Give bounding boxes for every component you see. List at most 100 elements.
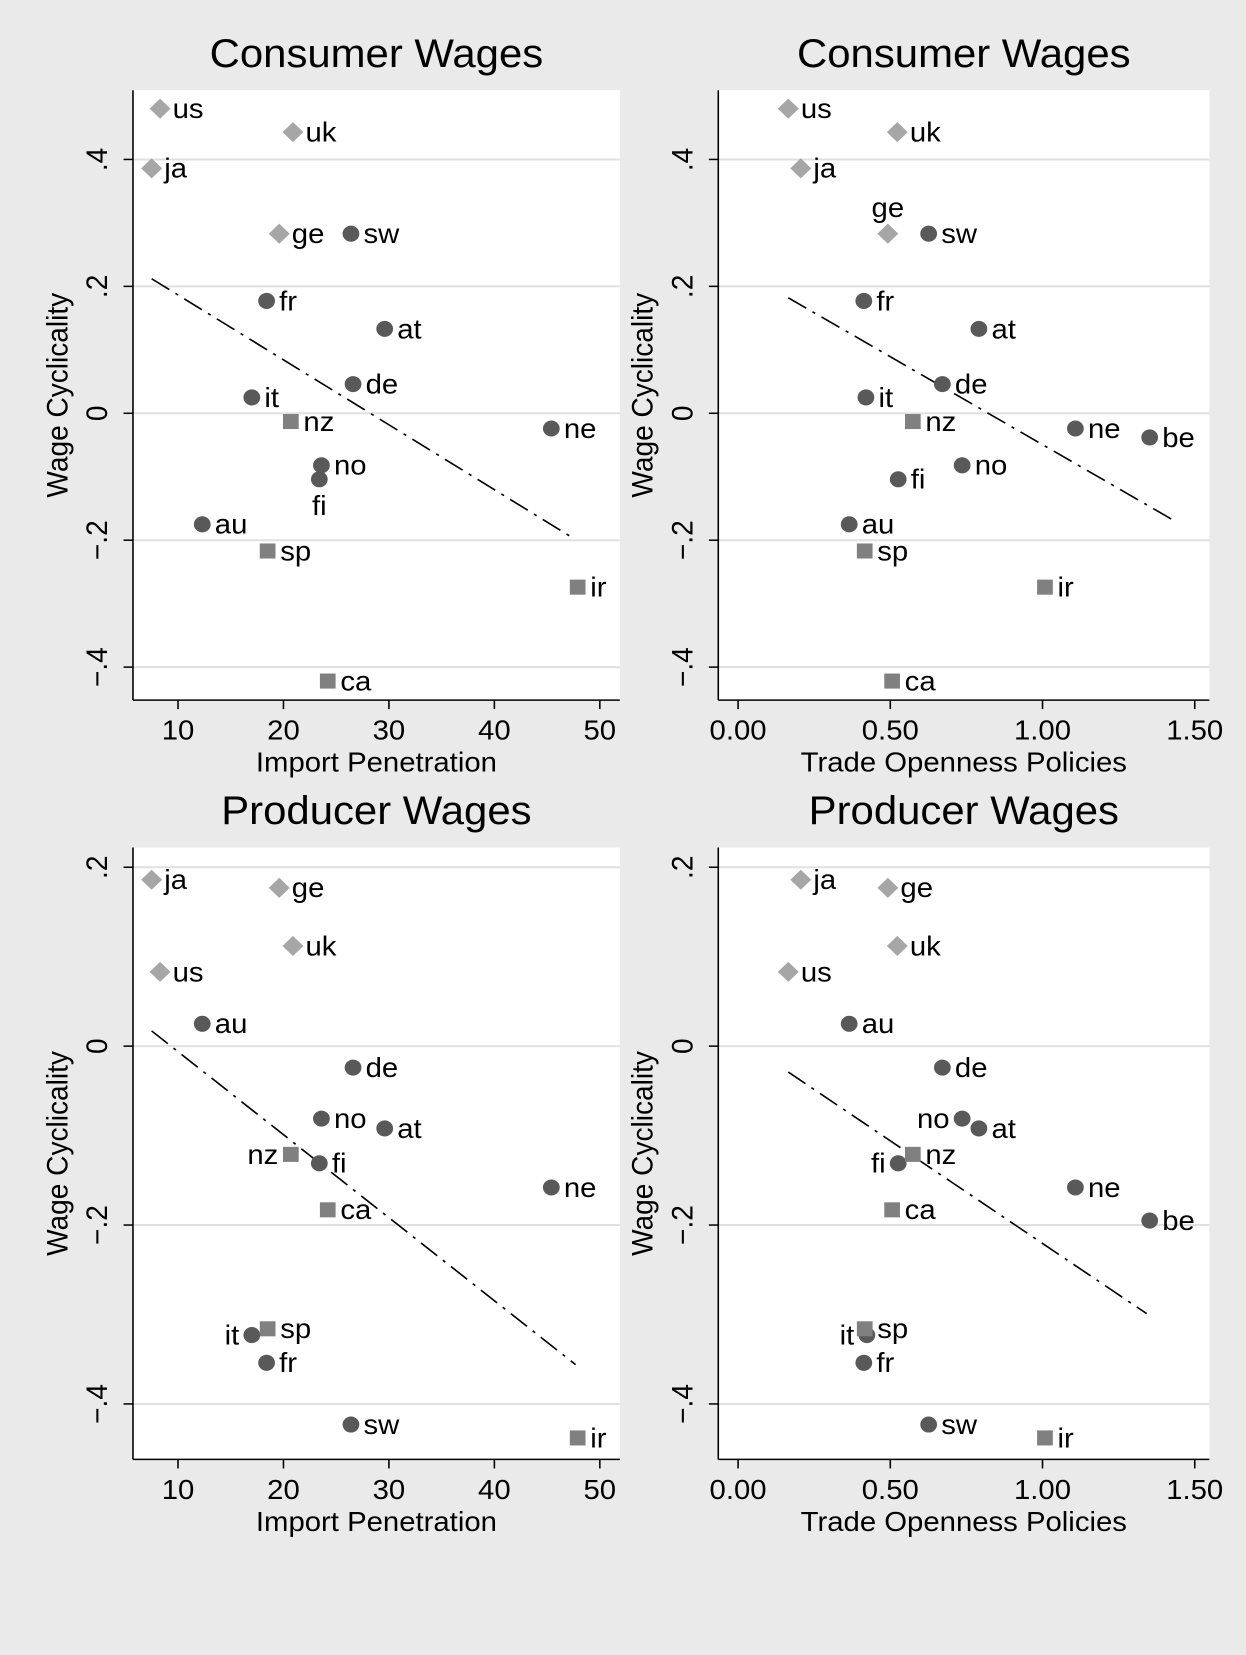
- point: [342, 225, 360, 242]
- x-tick-label: 50: [584, 715, 617, 746]
- point-label: it: [225, 1320, 240, 1351]
- point-label: it: [840, 1320, 855, 1351]
- point-label: it: [264, 382, 279, 413]
- plot-area: [132, 90, 620, 701]
- point-label: us: [801, 94, 832, 125]
- plot-area: [718, 90, 1210, 701]
- y-tick-label: −.2: [667, 1205, 700, 1245]
- y-axis-label: Wage Cyclicality: [42, 1050, 75, 1255]
- point-label: sp: [280, 1314, 311, 1345]
- point-label: sw: [941, 1409, 977, 1440]
- point: [310, 1155, 328, 1172]
- x-tick-label: 20: [267, 1474, 300, 1505]
- x-tick-label: 20: [267, 715, 300, 746]
- point-label: fr: [876, 286, 894, 317]
- point: [259, 1321, 276, 1337]
- y-tick-label: 0: [82, 1038, 115, 1054]
- y-tick-label: .4: [667, 148, 700, 171]
- point: [542, 1179, 560, 1196]
- point-label: ir: [590, 1423, 607, 1454]
- point-label: au: [862, 509, 895, 540]
- point-label: fi: [332, 1148, 347, 1179]
- point-label: nz: [925, 1139, 956, 1170]
- point: [953, 457, 971, 474]
- x-tick-label: 10: [162, 1474, 195, 1505]
- x-tick-label: 1.00: [1014, 715, 1071, 746]
- point-label: fi: [312, 490, 327, 521]
- point-label: nz: [303, 406, 334, 437]
- y-tick-label: −.2: [82, 520, 115, 560]
- point-label: ne: [1088, 1172, 1121, 1203]
- x-tick-label: 30: [373, 715, 406, 746]
- point: [886, 122, 908, 143]
- y-tick-label: −.4: [82, 1384, 115, 1424]
- point: [319, 1202, 336, 1218]
- point-label: uk: [910, 117, 942, 148]
- point: [856, 543, 873, 559]
- point: [149, 961, 171, 982]
- point-label: au: [862, 1009, 895, 1040]
- y-tick-label: −.4: [667, 647, 700, 687]
- point-label: sw: [364, 219, 400, 250]
- point-label: ir: [590, 572, 607, 603]
- point: [857, 389, 875, 406]
- point: [855, 292, 873, 309]
- x-tick-label: 0.00: [710, 1474, 767, 1505]
- point: [970, 1120, 988, 1137]
- y-tick-label: .2: [82, 856, 115, 879]
- point-label: at: [397, 314, 421, 345]
- point: [920, 1416, 938, 1433]
- point-label: no: [334, 1104, 367, 1135]
- point: [259, 543, 276, 559]
- point: [840, 1015, 858, 1032]
- point: [1067, 420, 1084, 437]
- y-tick-label: .2: [667, 275, 700, 298]
- point: [920, 225, 938, 242]
- x-tick-label: 40: [478, 715, 511, 746]
- y-tick-label: .2: [667, 856, 700, 879]
- y-axis-label: Wage Cyclicality: [42, 292, 75, 497]
- point: [193, 1015, 211, 1032]
- point: [376, 1120, 394, 1137]
- point: [970, 320, 988, 337]
- point-label: no: [334, 450, 367, 481]
- point-label: at: [397, 1113, 421, 1144]
- x-tick-label: 1.00: [1014, 1474, 1071, 1505]
- point-label: sw: [941, 219, 977, 250]
- point: [282, 122, 304, 143]
- point: [243, 1327, 261, 1344]
- point-label: it: [879, 382, 894, 413]
- x-tick-label: 50: [584, 1474, 617, 1505]
- point-label: fr: [279, 286, 297, 317]
- point-label: ja: [812, 153, 836, 184]
- fit-line: [151, 278, 571, 538]
- point: [193, 516, 211, 533]
- point: [877, 223, 899, 244]
- y-tick-label: −.4: [667, 1384, 700, 1424]
- point-label: ja: [812, 865, 836, 896]
- point-label: sw: [364, 1409, 400, 1440]
- point: [282, 1146, 299, 1162]
- y-tick-label: −.2: [667, 520, 700, 560]
- point-label: at: [991, 314, 1015, 345]
- point-label: au: [215, 509, 248, 540]
- point: [569, 1430, 586, 1446]
- point: [904, 414, 921, 430]
- point: [886, 935, 908, 956]
- point: [319, 673, 336, 689]
- point: [777, 961, 799, 982]
- point: [1141, 429, 1159, 446]
- y-tick-label: −.4: [82, 647, 115, 687]
- point: [258, 292, 275, 309]
- x-axis-label: Trade Openness Policies: [801, 1507, 1127, 1538]
- point-label: be: [1162, 1206, 1195, 1237]
- point-label: ge: [292, 219, 325, 250]
- point-label: de: [366, 369, 399, 400]
- point-label: sp: [877, 1314, 908, 1345]
- point: [855, 1354, 873, 1371]
- point: [889, 471, 907, 488]
- x-tick-label: 10: [162, 715, 195, 746]
- point: [1067, 1179, 1084, 1196]
- y-tick-label: .4: [82, 148, 115, 171]
